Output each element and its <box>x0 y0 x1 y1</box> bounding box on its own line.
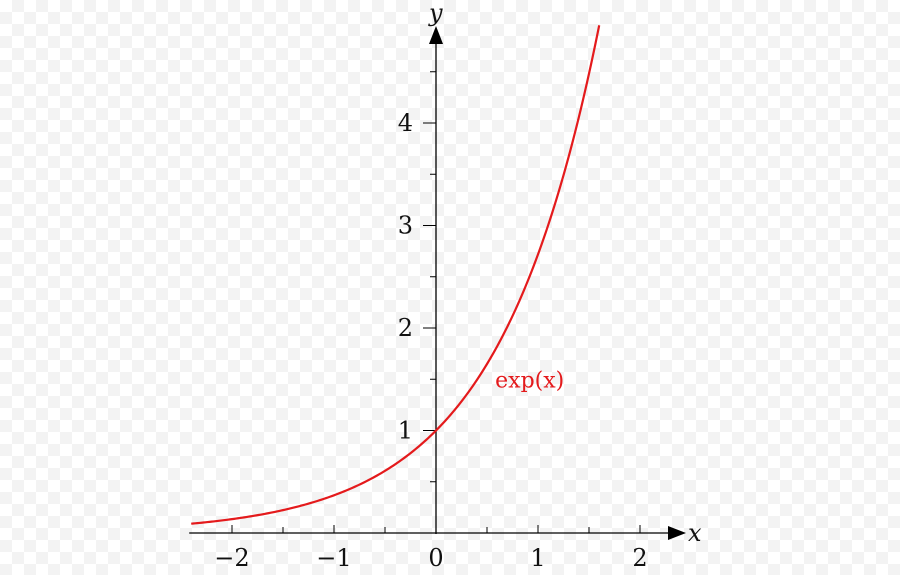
annotations: exp(x) <box>495 368 564 393</box>
x-tick-label: 1 <box>530 544 545 572</box>
ticks <box>231 71 641 533</box>
x-axis-arrow <box>668 526 686 540</box>
x-tick-label: 2 <box>632 544 647 572</box>
series <box>191 25 601 525</box>
y-tick-label: 2 <box>398 314 413 342</box>
y-axis-arrow <box>429 26 443 44</box>
x-tick-label: −1 <box>316 544 351 572</box>
x-tick-label: 0 <box>428 544 443 572</box>
y-tick-label: 1 <box>398 417 413 445</box>
y-axis-label: y <box>428 0 443 27</box>
x-tick-label: −2 <box>214 544 249 572</box>
exp-curve <box>191 25 601 525</box>
x-axis-label: x <box>688 519 702 547</box>
tick-labels: x y −2 −1 0 1 2 1 2 3 4 <box>214 0 702 572</box>
y-tick-label: 3 <box>398 212 413 240</box>
axes <box>189 26 686 540</box>
y-tick-label: 4 <box>398 109 413 137</box>
curve-label: exp(x) <box>495 368 564 393</box>
